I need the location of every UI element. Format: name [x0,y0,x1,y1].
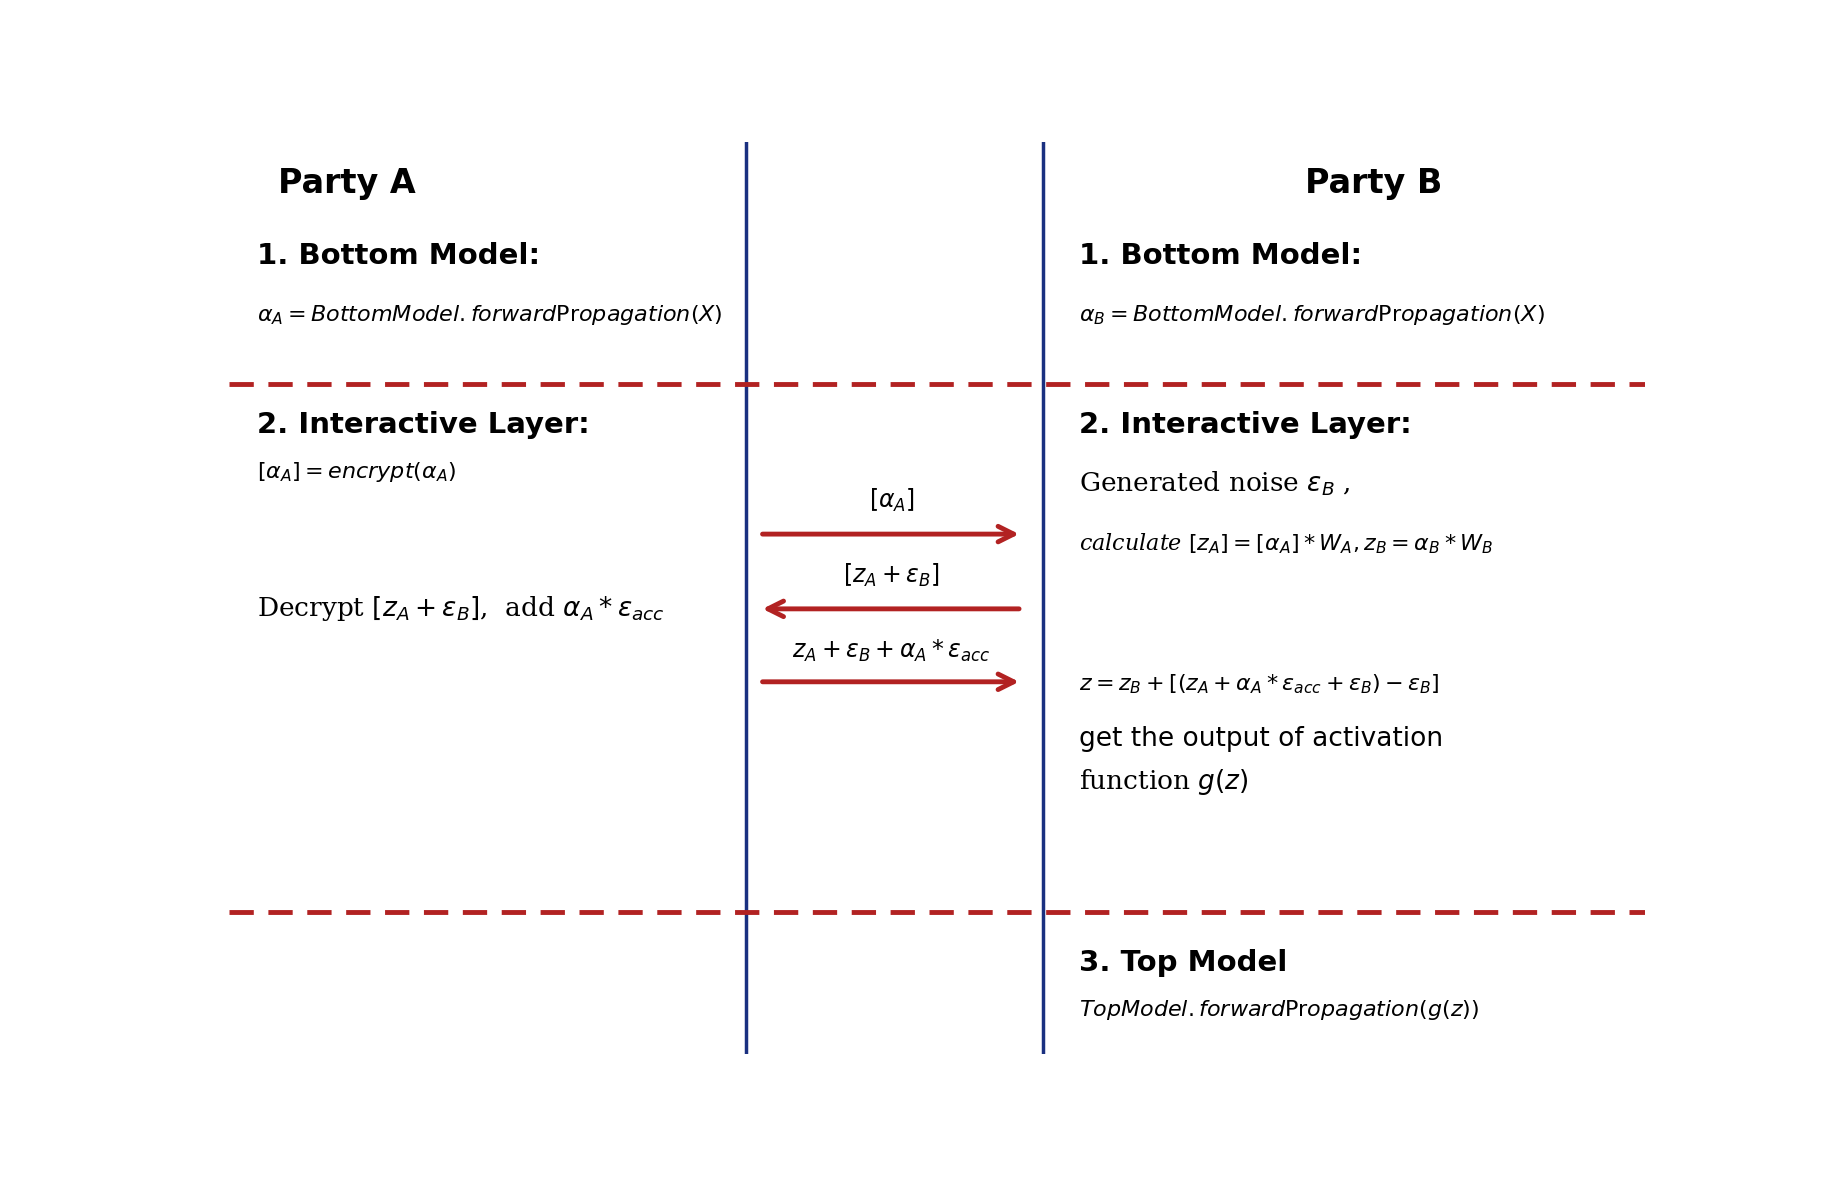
Text: calculate $[z_A]=[\alpha_A]*W_A, z_B=\alpha_B*W_B$: calculate $[z_A]=[\alpha_A]*W_A, z_B=\al… [1079,530,1493,555]
Text: get the output of activation: get the output of activation [1079,726,1442,752]
Text: 2. Interactive Layer:: 2. Interactive Layer: [1079,411,1411,439]
Text: Generated noise $\varepsilon_B$ ,: Generated noise $\varepsilon_B$ , [1079,470,1351,498]
Text: $[\alpha_A]$: $[\alpha_A]$ [868,487,914,514]
Text: $[z_A+\varepsilon_B]$: $[z_A+\varepsilon_B]$ [843,561,940,588]
Text: 1. Bottom Model:: 1. Bottom Model: [256,242,539,270]
Text: $TopModel.forward\mathrm{Pr}opagation(g(z))$: $TopModel.forward\mathrm{Pr}opagation(g(… [1079,998,1479,1022]
Text: function $g(z)$: function $g(z)$ [1079,767,1249,797]
Text: $z=z_B+[(z_A+\alpha_A*\varepsilon_{acc}+\varepsilon_B)-\varepsilon_B]$: $z=z_B+[(z_A+\alpha_A*\varepsilon_{acc}+… [1079,673,1439,696]
Text: $\alpha_A = BottomModel.forward\mathrm{Pr}opagation(X)$: $\alpha_A = BottomModel.forward\mathrm{P… [256,303,722,327]
Text: 3. Top Model: 3. Top Model [1079,948,1287,977]
Text: 1. Bottom Model:: 1. Bottom Model: [1079,242,1362,270]
Text: Party A: Party A [278,167,415,200]
Text: $z_A+\varepsilon_B+\alpha_A*\varepsilon_{acc}$: $z_A+\varepsilon_B+\alpha_A*\varepsilon_… [792,637,991,663]
Text: 2. Interactive Layer:: 2. Interactive Layer: [256,411,590,439]
Text: $[\alpha_A] = encrypt(\alpha_A)$: $[\alpha_A] = encrypt(\alpha_A)$ [256,461,455,484]
Text: Party B: Party B [1305,167,1442,200]
Text: $\alpha_B = BottomModel.forward\mathrm{Pr}opagation(X)$: $\alpha_B = BottomModel.forward\mathrm{P… [1079,303,1545,327]
Text: Decrypt $[z_A+\varepsilon_B]$,  add $\alpha_A*\varepsilon_{acc}$: Decrypt $[z_A+\varepsilon_B]$, add $\alp… [256,594,665,623]
